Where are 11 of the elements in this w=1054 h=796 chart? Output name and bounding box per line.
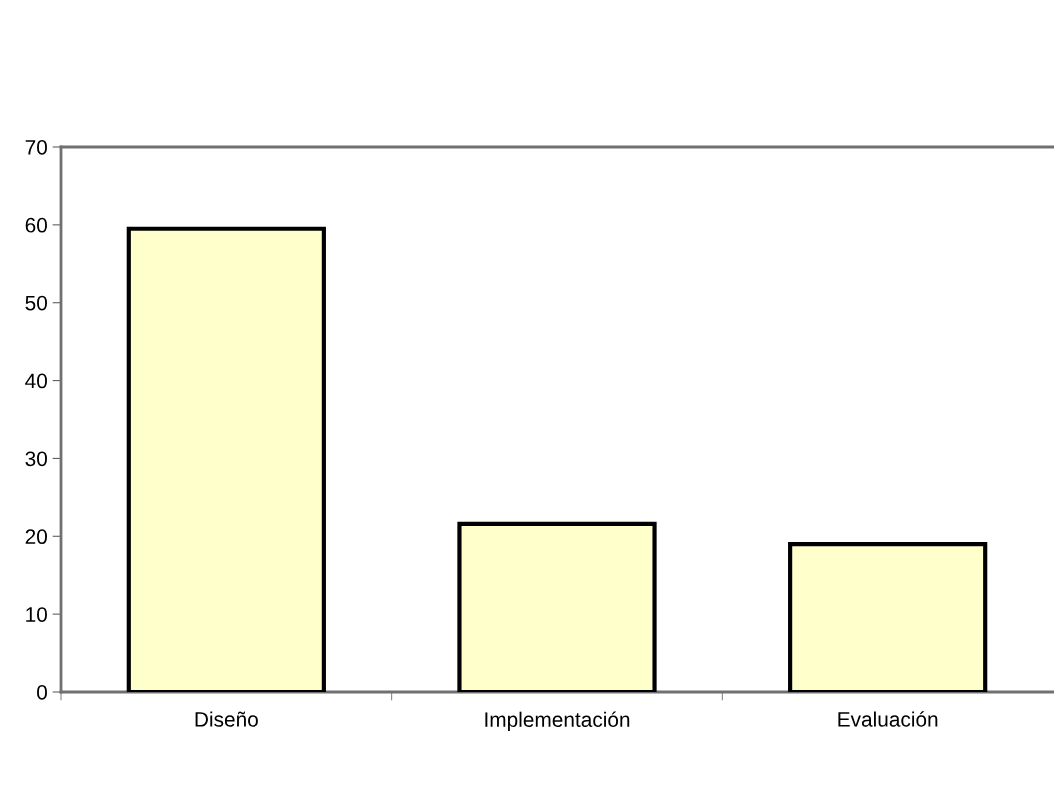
y-tick-label: 60 (25, 217, 47, 233)
y-tick-label: 20 (25, 529, 47, 545)
y-tick-label: 50 (25, 295, 47, 311)
y-tick-label: 30 (25, 451, 47, 467)
y-tick-label: 10 (26, 607, 47, 622)
x-tick-label: Implementación (485, 711, 630, 732)
y-tick-label: 70 (25, 140, 47, 155)
x-tick-label: Evaluación (838, 711, 938, 727)
y-tick-label: 0 (37, 685, 47, 700)
x-tick-label: Diseño (195, 711, 258, 727)
y-tick-label: 40 (25, 373, 47, 389)
